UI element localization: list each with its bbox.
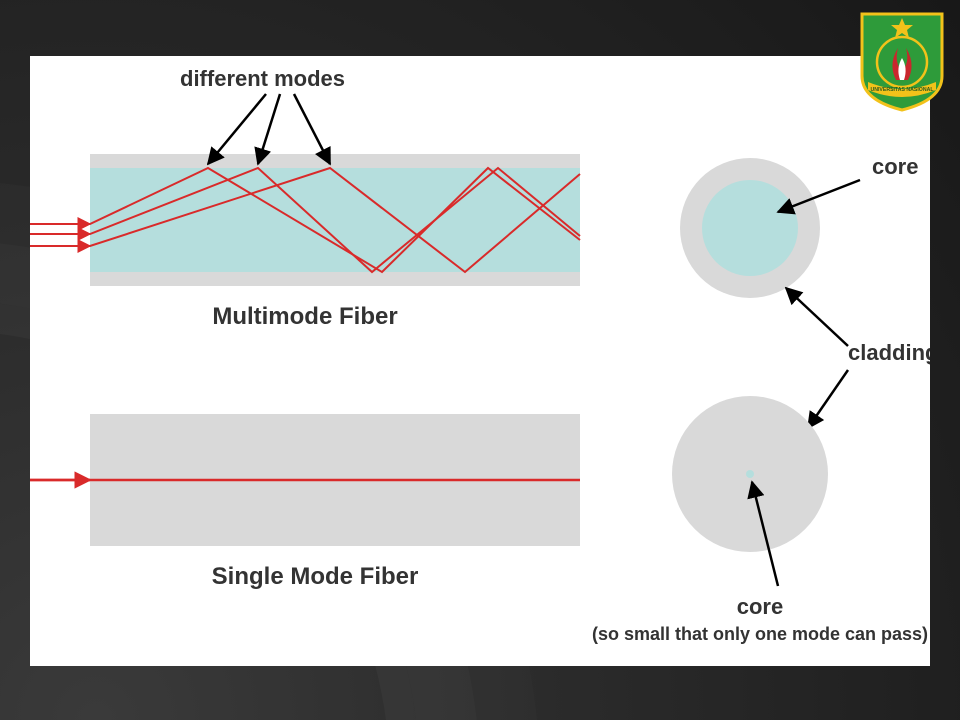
fiber-diagram: different modes Multimode Fiber core claddi…: [30, 56, 930, 666]
core-label: core: [872, 154, 918, 179]
slide-background: different modes Multimode Fiber core claddi…: [0, 0, 960, 720]
mm-cross-core: [702, 180, 798, 276]
sm-core-label: core: [737, 594, 783, 619]
modes-pointer-1: [258, 94, 280, 164]
diagram-panel: different modes Multimode Fiber core claddi…: [30, 56, 930, 666]
university-logo: UNIVERSITAS NASIONAL: [858, 10, 946, 114]
sm-cross-core: [746, 470, 754, 478]
cladding-pointer-top: [786, 288, 848, 346]
modes-pointer-0: [208, 94, 266, 164]
different-modes-label: different modes: [180, 66, 345, 91]
cladding-label: cladding: [848, 340, 930, 365]
logo-text: UNIVERSITAS NASIONAL: [870, 87, 934, 93]
cladding-pointer-bot: [808, 370, 848, 428]
sm-core-note: (so small that only one mode can pass): [592, 624, 928, 644]
singlemode-caption: Single Mode Fiber: [212, 563, 419, 590]
multimode-caption: Multimode Fiber: [212, 303, 397, 330]
modes-pointer-2: [294, 94, 330, 164]
